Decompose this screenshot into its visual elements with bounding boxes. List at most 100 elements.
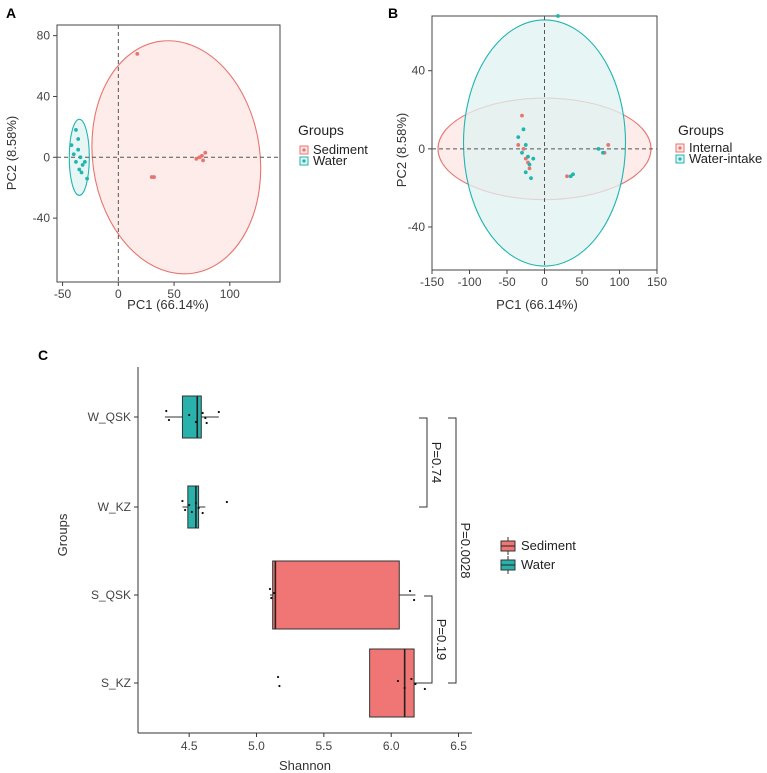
legend-label-water-intake: Water-intake [689,151,762,166]
p-value-label-p-0-19: P=0.19 [434,619,449,661]
y-tick-label: -40 [33,211,51,225]
point-water [80,163,85,167]
y-axis-label-b: PC2 (8.58%) [394,113,409,187]
x-axis-label-c: Shannon [279,758,331,773]
point-s-kz [414,682,417,686]
point-w-kz [181,499,184,503]
x-tick-label: -100 [457,275,481,289]
point-w-qsk [205,421,208,425]
box-s-qsk [272,560,400,630]
point-w-qsk [167,418,171,422]
category-label-w-kz: W_KZ [98,500,131,514]
x-tick-label: -50 [498,275,516,289]
point-water [76,147,81,152]
box-w-qsk [181,395,202,439]
point-water [74,128,78,132]
point-internal [520,113,524,118]
point-water [79,170,84,175]
legend-c: Sediment Water [500,537,576,574]
point-w-qsk [201,411,204,415]
point-water-intake [527,162,532,167]
y-axis-label-c: Groups [55,513,70,556]
y-tick-label: 0 [418,142,425,156]
point-w-kz [184,508,187,512]
point-water [71,152,76,157]
point-s-qsk [268,587,272,591]
point-w-kz [190,510,193,514]
legend-dot-water-intake [678,157,682,161]
point-s-kz [276,675,280,679]
point-water-intake [601,150,605,155]
x-tick-label: -150 [420,275,444,289]
point-w-qsk [194,420,198,424]
point-w-qsk [188,413,191,417]
box-s-kz [369,648,415,718]
bracket-p-0-19 [424,595,433,684]
point-water-intake [556,14,560,18]
point-s-qsk [408,589,412,593]
x-tick-label: 5.0 [248,739,265,753]
point-water [82,159,87,164]
bracket-p-0-0028 [448,417,457,684]
point-w-kz [225,500,228,504]
point-w-kz [201,511,204,515]
point-water-intake [531,156,536,161]
point-s-kz [423,687,426,691]
panel-c: W_QSK W_KZ S_QSK S_KZ 4.5 5.0 5.5 6.0 6.5 P=0.7… [55,367,473,773]
point-sediment [200,153,204,158]
p-value-label-p-0-74: P=0.74 [429,442,444,484]
x-tick-label: -50 [54,287,72,301]
point-s-qsk [272,591,276,595]
point-w-qsk [204,416,207,420]
x-tick-label: 6.5 [450,739,467,753]
x-tick-label: 6.0 [383,739,400,753]
panel-b: -150 -100 -50 0 50 100 150 -40 0 40 PC1 (66.14%)… [394,14,667,312]
legend-title-a: Groups [298,122,344,138]
legend-dot-water [302,159,306,163]
point-water-intake [529,176,533,181]
point-s-kz [403,686,406,690]
y-tick-label: 40 [412,64,426,78]
point-sediment [203,150,208,155]
x-tick-label: 5.5 [316,739,333,753]
x-tick-label: 100 [220,287,240,301]
point-internal [606,143,611,147]
category-label-s-qsk: S_QSK [91,588,131,602]
category-label-s-kz: S_KZ [101,676,131,690]
point-water-intake [521,127,526,132]
y-tick-label: 80 [37,29,51,43]
point-water-intake [571,172,575,177]
point-water [76,137,81,141]
point-internal [527,166,532,171]
point-water-intake [526,154,530,159]
panel-label-b: B [388,5,398,21]
point-s-kz [278,684,281,688]
point-internal [521,146,526,151]
point-water [69,143,74,148]
point-water-intake [596,146,601,151]
point-s-qsk [412,598,416,602]
point-water-intake [523,170,528,175]
y-tick-label: -40 [408,220,426,234]
point-s-qsk [270,596,273,600]
point-water-intake [516,135,521,140]
legend-label-water: Water [521,557,556,572]
point-w-kz [194,501,198,505]
y-tick-label: 0 [43,150,50,164]
point-s-kz [410,677,413,681]
point-sediment [152,175,156,179]
legend-label-internal: Internal [689,140,732,155]
point-sediment [135,51,140,56]
point-w-kz [197,506,200,510]
legend-dot-internal [678,146,682,150]
legend-title-b: Groups [678,122,724,138]
panel-label-a: A [6,5,16,21]
point-sediment [194,156,199,161]
x-tick-label: 0 [115,287,122,301]
point-water [85,176,90,181]
box-w-kz [187,485,200,529]
point-w-qsk [165,409,168,413]
y-axis-label-a: PC2 (8.58%) [4,116,19,190]
point-sediment [201,158,205,163]
